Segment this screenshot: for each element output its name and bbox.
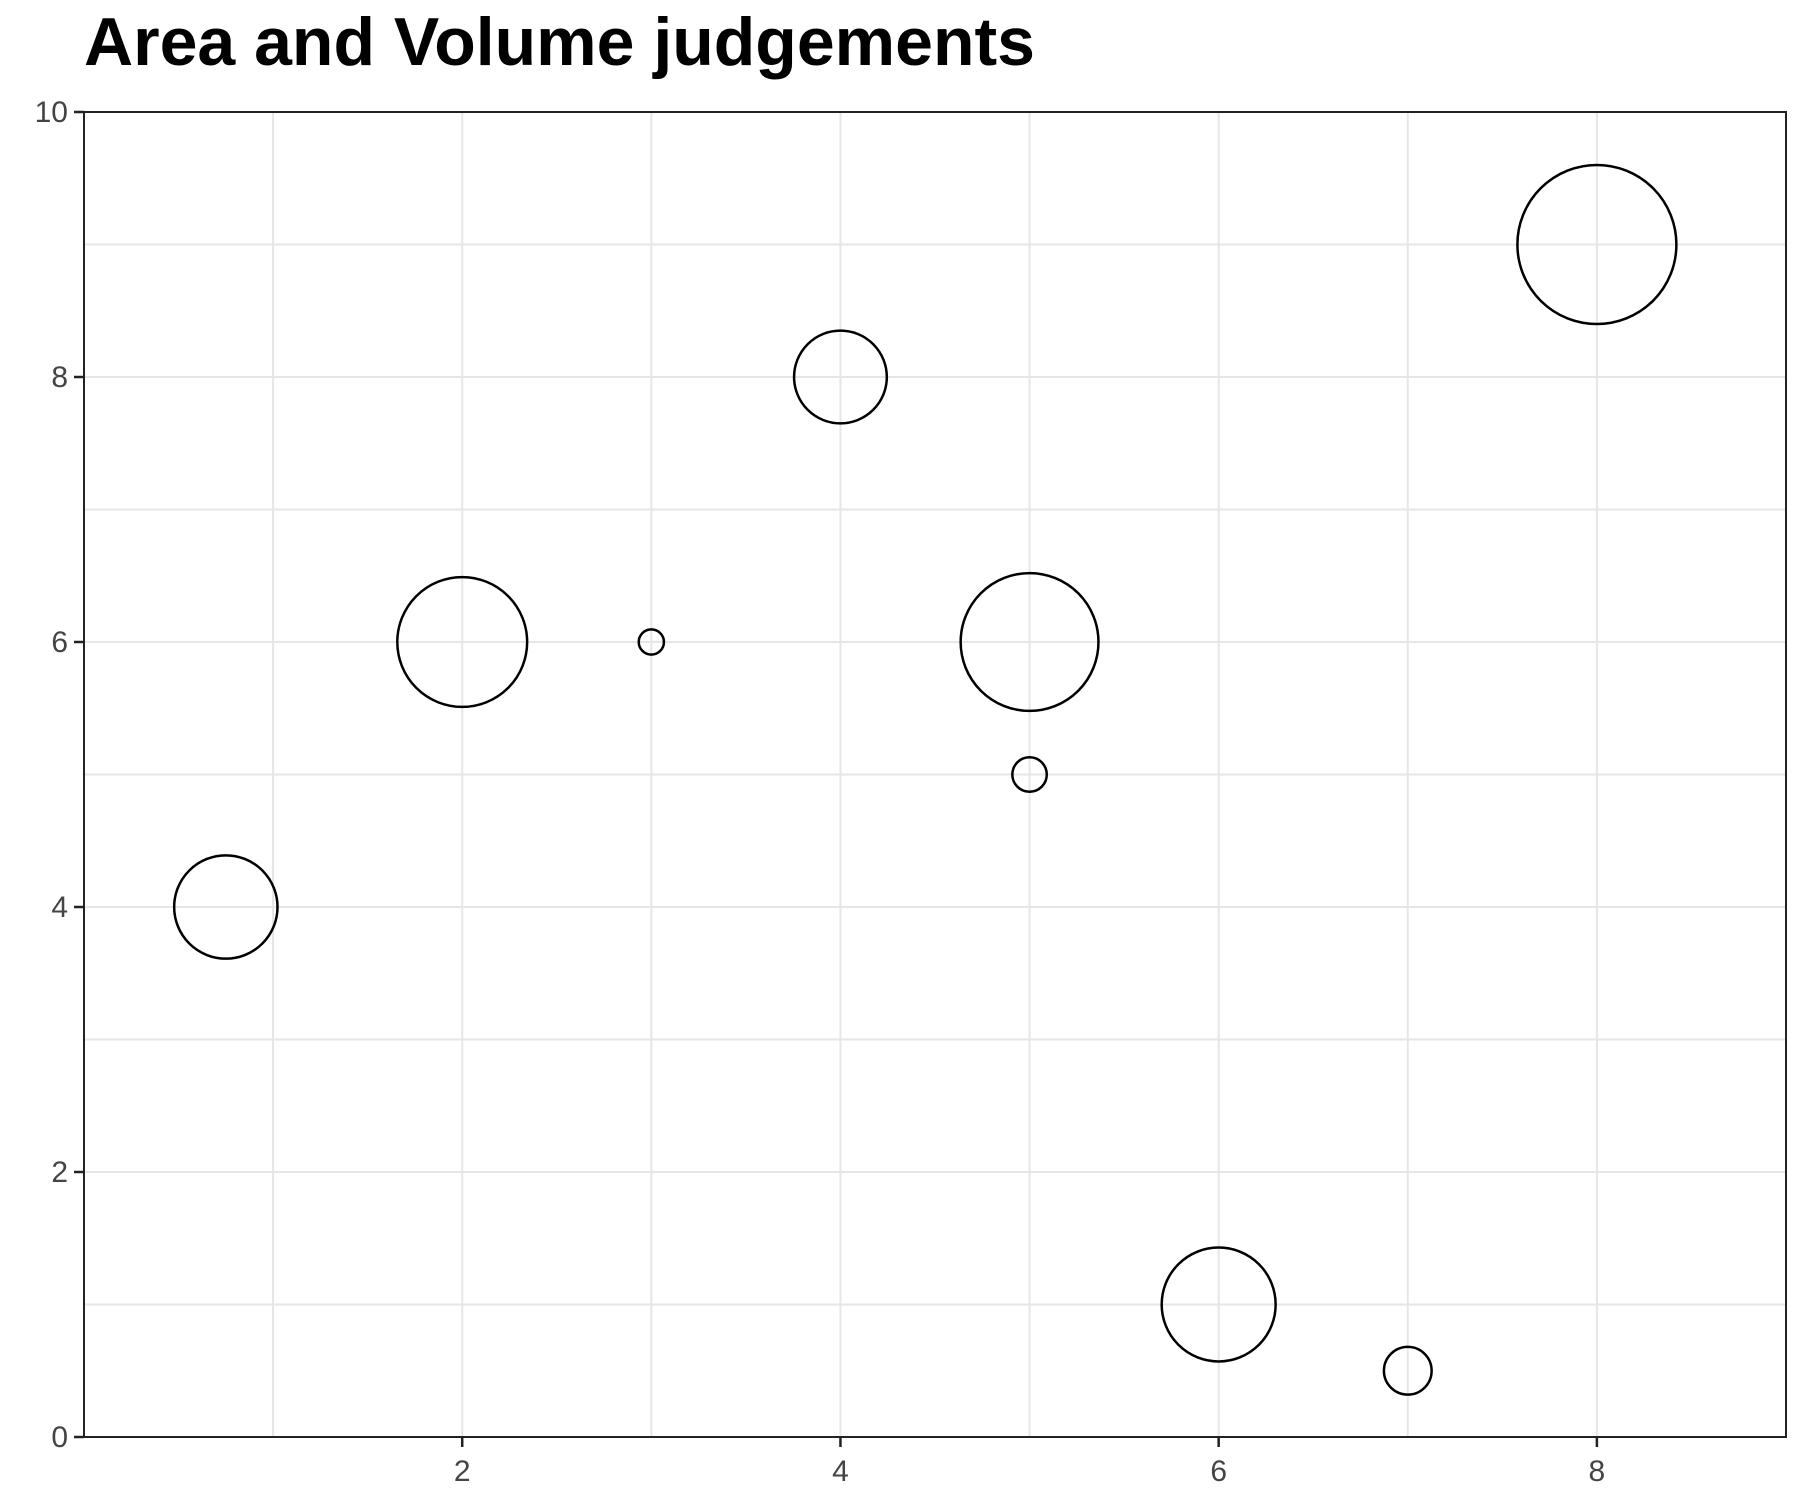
axis-ticks: 2 4 6 8 0 2 4 6 8 10 bbox=[35, 96, 1606, 1488]
x-tick-label: 6 bbox=[1210, 1455, 1227, 1488]
bubble-point bbox=[1516, 163, 1678, 326]
x-tick-label: 4 bbox=[832, 1455, 849, 1488]
chart-title: Area and Volume judgements bbox=[84, 4, 1035, 80]
data-points bbox=[172, 163, 1678, 1396]
y-tick-label: 0 bbox=[51, 1421, 68, 1454]
bubble-point bbox=[959, 571, 1100, 713]
x-tick-label: 2 bbox=[454, 1455, 471, 1488]
bubble-point bbox=[172, 854, 279, 960]
grid-lines bbox=[84, 111, 1786, 1438]
y-tick-label: 4 bbox=[51, 891, 68, 924]
bubble-point bbox=[1011, 756, 1049, 793]
bubble-point bbox=[637, 628, 666, 656]
plot-frame bbox=[83, 111, 1787, 1438]
y-tick-label: 2 bbox=[51, 1156, 68, 1189]
y-tick-label: 8 bbox=[51, 361, 68, 394]
y-tick-label: 6 bbox=[51, 626, 68, 659]
bubble-point bbox=[792, 329, 889, 425]
bubble-point bbox=[1382, 1345, 1433, 1396]
bubble-point bbox=[396, 575, 529, 709]
x-tick-label: 8 bbox=[1589, 1455, 1606, 1488]
bubble-point bbox=[1160, 1246, 1277, 1363]
y-tick-label: 10 bbox=[35, 96, 68, 129]
